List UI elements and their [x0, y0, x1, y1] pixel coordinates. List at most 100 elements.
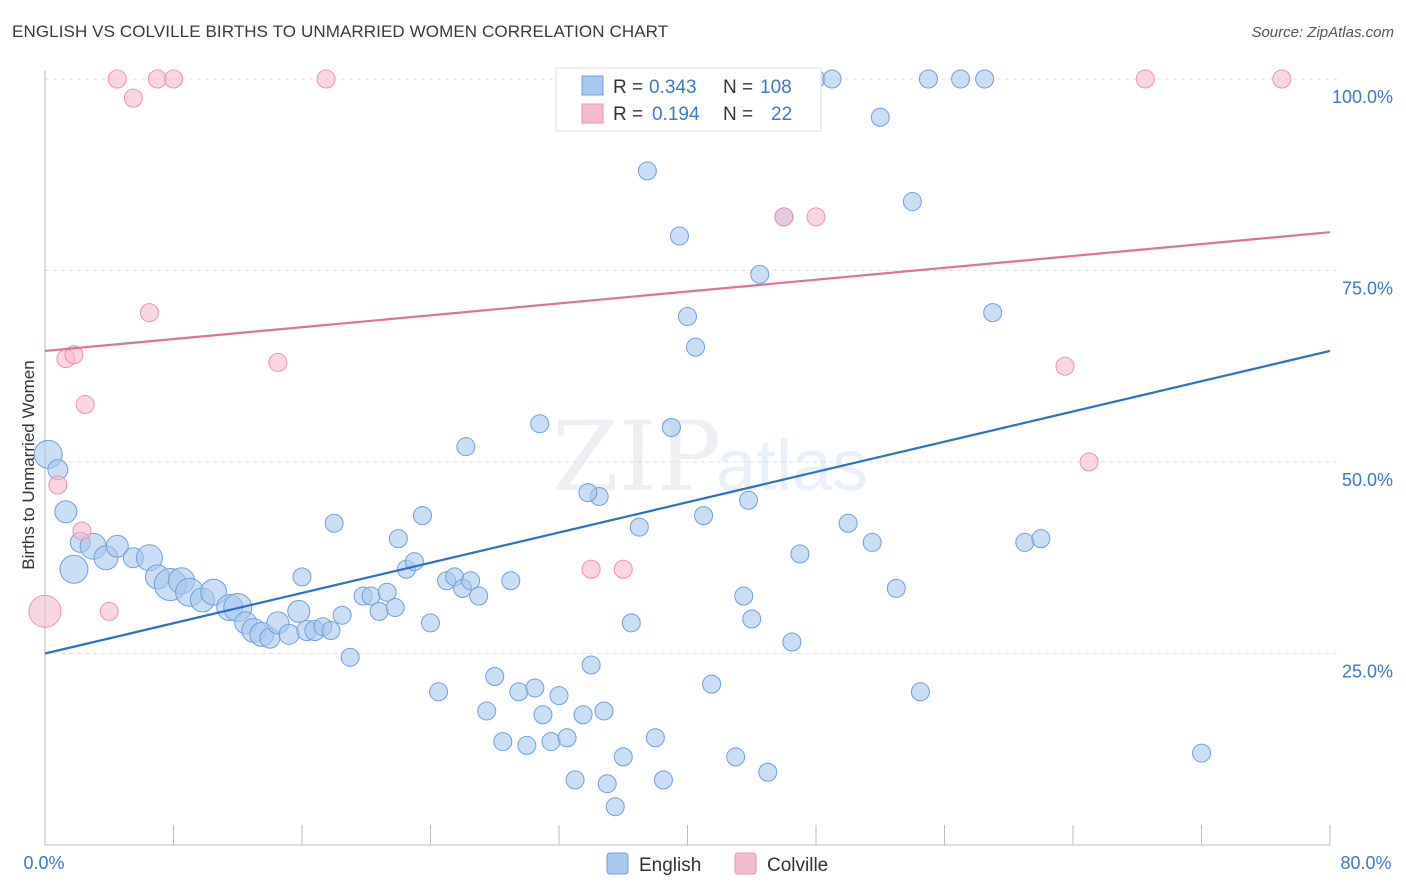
y-axis-label: Births to Unmarried Women	[19, 360, 38, 569]
trend-lines	[44, 231, 1331, 655]
colville-point	[99, 601, 119, 621]
english-point	[385, 598, 405, 618]
english-point	[525, 678, 545, 698]
english-point	[321, 621, 341, 641]
english-point	[533, 705, 553, 725]
colville-point	[1135, 69, 1155, 89]
colville-point	[72, 521, 92, 541]
english-point	[429, 682, 449, 702]
english-point	[758, 762, 778, 782]
english-point	[565, 770, 585, 790]
english-point	[918, 69, 938, 89]
english-point	[541, 732, 561, 752]
english-point	[461, 571, 481, 591]
english-point	[477, 701, 497, 721]
legend-colville-swatch	[734, 852, 757, 875]
english-point	[287, 599, 311, 623]
english-point	[388, 529, 408, 549]
english-point	[456, 437, 476, 457]
english-point	[412, 506, 432, 526]
colville-r-label: R =	[613, 104, 643, 125]
colville-points	[28, 69, 1292, 628]
grid-lines	[45, 78, 1338, 654]
colville-point	[28, 594, 62, 628]
colville-point	[316, 69, 336, 89]
english-point	[653, 770, 673, 790]
stats-legend: R = 0.343 N = 108 R = 0.194 N = 22	[555, 67, 822, 132]
english-point	[517, 735, 537, 755]
english-point	[645, 728, 665, 748]
english-point	[886, 578, 906, 598]
english-point	[782, 632, 802, 652]
english-point	[105, 534, 129, 558]
english-point	[975, 69, 995, 89]
english-trend-line	[44, 349, 1331, 655]
english-point	[530, 414, 550, 434]
colville-r-value: 0.194	[652, 104, 700, 125]
colville-point	[268, 352, 288, 372]
legend-colville-label: Colville	[767, 855, 828, 876]
colville-point	[164, 69, 183, 89]
english-point	[369, 601, 389, 621]
english-r-value: 0.343	[649, 77, 697, 98]
colville-point	[48, 475, 68, 495]
english-n-value: 108	[760, 77, 792, 98]
colville-swatch	[581, 103, 604, 124]
english-point	[726, 747, 746, 767]
chart-title: ENGLISH VS COLVILLE BIRTHS TO UNMARRIED …	[12, 22, 669, 41]
english-point	[613, 747, 633, 767]
english-point	[838, 513, 858, 533]
english-point	[983, 303, 1003, 323]
english-point	[54, 500, 78, 524]
english-point	[686, 337, 706, 357]
watermark-zip: ZIP	[552, 401, 721, 513]
english-point	[750, 264, 770, 284]
colville-point	[774, 207, 794, 227]
english-point	[278, 623, 300, 645]
english-point	[790, 544, 810, 564]
english-point	[581, 655, 601, 675]
colville-point	[139, 303, 159, 323]
english-point	[629, 517, 649, 537]
english-point	[1031, 529, 1051, 549]
y-tick-label: 100.0%	[1332, 87, 1393, 107]
x-ticks	[173, 825, 1331, 845]
english-point	[597, 774, 617, 794]
english-point	[822, 69, 842, 89]
english-point	[669, 226, 689, 246]
colville-n-label: N =	[723, 104, 753, 125]
english-point	[605, 797, 625, 817]
colville-point	[581, 559, 601, 579]
x-tick-label-max: 80.0%	[1340, 853, 1391, 873]
source-label: Source: ZipAtlas.com	[1251, 24, 1394, 41]
english-point	[637, 161, 657, 181]
bottom-legend: English Colville	[606, 852, 828, 876]
english-point	[292, 567, 312, 587]
english-point	[702, 674, 722, 694]
colville-trend-line	[44, 231, 1331, 353]
english-point	[739, 490, 759, 510]
english-point	[340, 647, 360, 667]
y-tick-label: 50.0%	[1342, 470, 1393, 490]
english-point	[661, 418, 681, 438]
colville-point	[613, 559, 633, 579]
colville-point	[64, 345, 84, 365]
y-tick-labels: 25.0% 50.0% 75.0% 100.0%	[1332, 87, 1393, 682]
colville-point	[1079, 452, 1099, 472]
legend-english-swatch	[606, 852, 629, 875]
english-point	[549, 686, 569, 706]
english-point	[469, 586, 489, 606]
colville-point	[1055, 356, 1075, 376]
english-point	[678, 306, 697, 326]
english-point	[902, 192, 922, 212]
colville-point	[1272, 69, 1292, 89]
english-points	[33, 69, 1211, 817]
x-tick-label-min: 0.0%	[23, 853, 64, 873]
english-point	[694, 506, 714, 526]
english-point	[421, 613, 440, 633]
english-point	[332, 605, 352, 625]
colville-point	[75, 395, 95, 415]
y-tick-label: 75.0%	[1342, 279, 1393, 299]
english-point	[1015, 532, 1035, 552]
english-point	[1192, 743, 1211, 763]
